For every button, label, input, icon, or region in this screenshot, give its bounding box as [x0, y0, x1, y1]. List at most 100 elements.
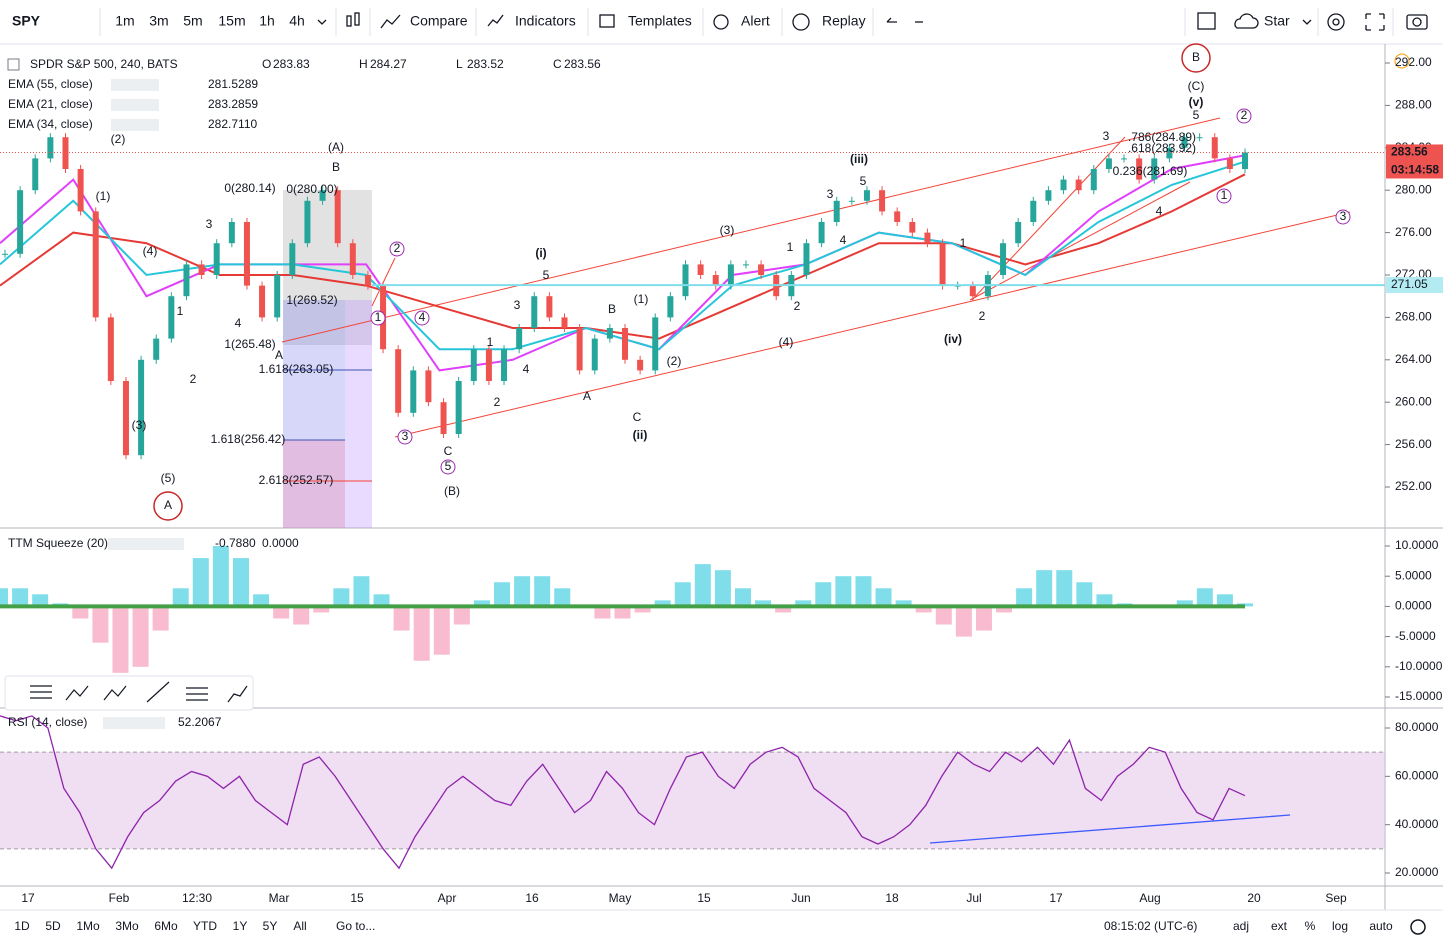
candle: [833, 200, 840, 222]
wave-label: (1): [634, 292, 649, 306]
fib-label: 1.618(263.05): [259, 362, 334, 376]
wave-label: 5: [543, 268, 550, 282]
wave-label: 4: [419, 310, 426, 324]
wave-label: 2: [1241, 108, 1248, 122]
interval-button[interactable]: 15m: [218, 13, 245, 29]
wave-label: (3): [132, 418, 147, 432]
settings-icon[interactable]: [1410, 919, 1426, 935]
last-price-badge: [1386, 144, 1443, 179]
range-button[interactable]: 6Mo: [154, 919, 178, 933]
ttm-tick-label: 0.0000: [1395, 599, 1432, 613]
candle: [304, 200, 311, 244]
wave-label: B: [608, 302, 616, 316]
fib-label: 0(280.14): [224, 181, 275, 195]
ema-value: 283.2859: [208, 97, 258, 111]
candle: [168, 296, 175, 339]
rsi-tick-label: 20.0000: [1395, 865, 1439, 879]
scale-option[interactable]: auto: [1369, 919, 1393, 933]
scale-option[interactable]: adj: [1233, 919, 1249, 933]
ttm-bar: [835, 576, 852, 607]
interval-button[interactable]: 1m: [115, 13, 134, 29]
range-button[interactable]: 5D: [45, 919, 61, 933]
goto-button[interactable]: Go to...: [336, 919, 375, 933]
range-button[interactable]: All: [293, 919, 306, 933]
collapse-icon[interactable]: [7, 58, 20, 71]
ttm-bar: [594, 606, 611, 619]
wave-circle: [1216, 188, 1232, 204]
range-button[interactable]: 1Y: [233, 919, 248, 933]
price-tick-label: 252.00: [1395, 479, 1432, 493]
toolbar-button[interactable]: Indicators: [515, 13, 576, 29]
time-label: 18: [885, 891, 899, 905]
range-button[interactable]: YTD: [193, 919, 217, 933]
star-button[interactable]: Star: [1264, 13, 1290, 29]
time-label: May: [609, 891, 632, 905]
candle: [107, 317, 114, 381]
candle: [243, 222, 250, 286]
candle: [138, 359, 145, 456]
candle: [954, 285, 961, 287]
candle: [259, 285, 266, 318]
wave-label: 3: [1103, 129, 1110, 143]
interval-button[interactable]: 1h: [259, 13, 275, 29]
wave-label: (A): [328, 140, 344, 154]
candle: [1136, 158, 1143, 180]
candle: [319, 190, 326, 201]
wave-circle: [1335, 209, 1351, 225]
candle: [818, 222, 825, 244]
drawing-tool-icons[interactable]: [30, 681, 248, 703]
range-button[interactable]: 1D: [14, 919, 30, 933]
alert-icon[interactable]: [1394, 53, 1410, 69]
price-tick-label: 268.00: [1395, 310, 1432, 324]
candle: [516, 328, 523, 350]
range-button[interactable]: 5Y: [263, 919, 278, 933]
ttm-bar: [1076, 582, 1093, 607]
wave-label: 4: [235, 316, 242, 330]
fib-label: .786(284.89): [1128, 130, 1196, 144]
time-label: Jul: [966, 891, 981, 905]
toolbar-button[interactable]: Templates: [628, 13, 692, 29]
toolbar-button[interactable]: Replay: [822, 13, 866, 29]
ema-controls[interactable]: [111, 99, 159, 111]
ema-controls[interactable]: [111, 119, 159, 131]
ttm-controls[interactable]: [108, 538, 184, 550]
candle: [546, 296, 553, 318]
ttm-reading: -0.7880: [215, 536, 256, 550]
interval-button[interactable]: 3m: [149, 13, 168, 29]
toolbar-button[interactable]: Compare: [410, 13, 468, 29]
ema-controls[interactable]: [111, 79, 159, 91]
ttm-tick-label: -5.0000: [1395, 629, 1436, 643]
time-label: Apr: [438, 891, 457, 905]
ohlc-key: H: [359, 57, 368, 71]
interval-button[interactable]: 5m: [183, 13, 202, 29]
ttm-bar: [614, 606, 631, 619]
ttm-bar: [714, 570, 731, 607]
wave-label: 1: [375, 310, 382, 324]
candle: [485, 349, 492, 381]
ttm-tick-label: 5.0000: [1395, 568, 1432, 582]
candle: [1045, 190, 1052, 201]
scale-option[interactable]: ext: [1271, 919, 1288, 933]
ttm-bar: [72, 606, 89, 619]
wave-circle: [414, 310, 430, 326]
scale-option[interactable]: log: [1332, 919, 1348, 933]
ttm-tick-label: -10.0000: [1395, 659, 1443, 673]
candle: [894, 211, 901, 222]
toolbar-button[interactable]: Alert: [741, 13, 770, 29]
candle: [1060, 179, 1067, 191]
interval-button[interactable]: 4h: [289, 13, 305, 29]
wave-label: C: [633, 410, 642, 424]
wave-label: 3: [402, 429, 409, 443]
candle: [561, 317, 568, 328]
rsi-controls[interactable]: [103, 717, 165, 729]
range-button[interactable]: 1Mo: [76, 919, 100, 933]
wave-label: 2: [979, 309, 986, 323]
scale-option[interactable]: %: [1305, 919, 1316, 933]
symbol[interactable]: SPY: [12, 13, 41, 29]
wave-label: C: [444, 444, 453, 458]
ohlc-key: C: [553, 57, 562, 71]
ohlc-value: 284.27: [370, 57, 407, 71]
range-button[interactable]: 3Mo: [115, 919, 139, 933]
ttm-bar: [192, 558, 209, 607]
